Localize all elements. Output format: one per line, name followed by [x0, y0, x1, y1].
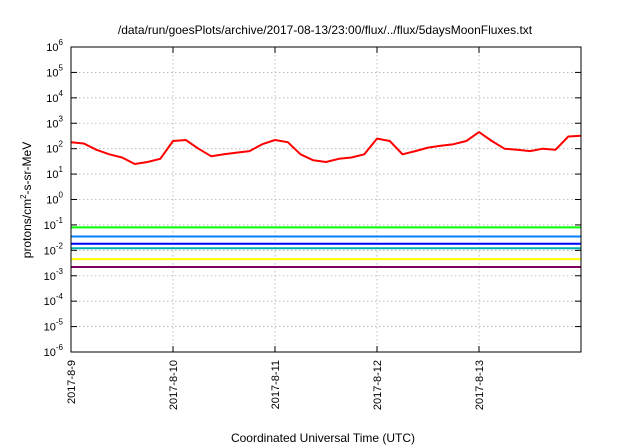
y-tick-label: 101: [46, 165, 63, 181]
y-tick-label: 10-5: [44, 318, 64, 334]
x-tick-label: 2017-8-12: [372, 360, 384, 410]
x-tick-label: 2017-8-13: [474, 360, 486, 410]
x-tick-label: 2017-8-11: [270, 360, 282, 409]
x-tick-label: 2017-8-10: [168, 360, 180, 410]
x-tick-labels: 2017-8-9 2017-8-10 2017-8-11 2017-8-12 2017-…: [66, 360, 486, 410]
y-tick-label: 10-4: [44, 292, 64, 308]
y-tick-label: 100: [46, 191, 63, 207]
y-axis-label-sup: 2: [19, 194, 28, 199]
y-tick-label: 10-1: [44, 216, 64, 232]
y-tick-label: 105: [46, 63, 63, 79]
chart-title: /data/run/goesPlots/archive/2017-08-13/2…: [118, 23, 533, 37]
y-tick-labels: 10-6 10-5 10-4 10-3 10-2 10-1 100 101 102 103 104 1…: [44, 38, 64, 359]
x-tick-label: 2017-8-9: [66, 360, 78, 404]
y-tick-label: 102: [46, 140, 63, 156]
series-line-1: [70, 131, 582, 165]
y-tick-label: 10-2: [44, 241, 64, 257]
y-tick-label: 10-6: [44, 343, 64, 359]
grid-layer: [71, 47, 581, 352]
y-tick-label: 10-3: [44, 267, 64, 283]
y-tick-label: 104: [46, 89, 63, 105]
y-tick-label: 106: [46, 38, 63, 54]
y-axis-label-pre: protons/cm: [20, 199, 34, 258]
series-layer: [70, 131, 582, 268]
y-axis-label: protons/cm2-s-sr-MeV: [19, 142, 34, 258]
x-axis-label: Coordinated Universal Time (UTC): [231, 431, 415, 445]
y-axis-label-post: -s-sr-MeV: [20, 142, 34, 195]
tick-layer: [70, 46, 581, 353]
y-tick-label: 103: [46, 114, 63, 130]
